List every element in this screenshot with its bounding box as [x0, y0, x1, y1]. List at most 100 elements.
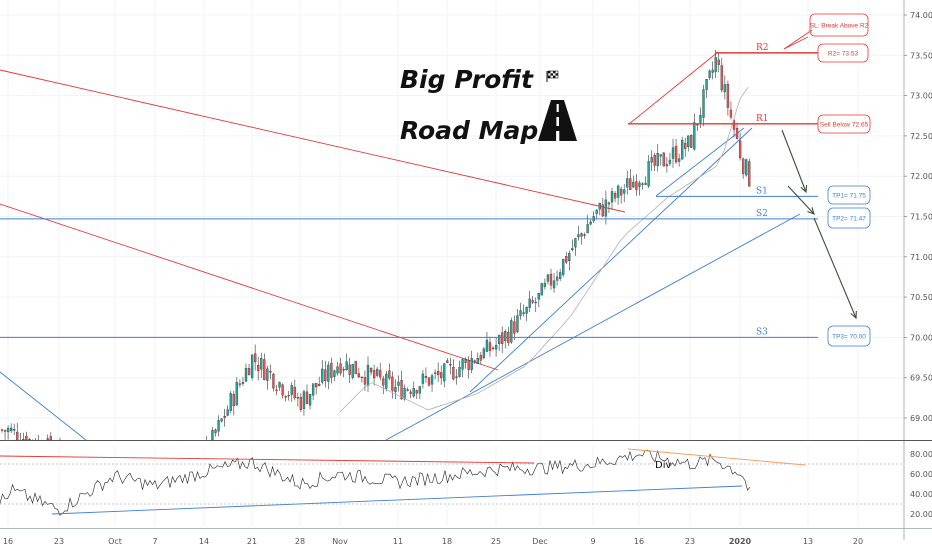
candle-body [229, 393, 232, 411]
candle-body [327, 364, 330, 382]
candle-body [644, 182, 647, 185]
candle-body [360, 376, 364, 379]
candle-body [696, 124, 699, 126]
candle-body [403, 388, 406, 400]
candle-body [546, 274, 550, 282]
osc-resistance-line [0, 455, 535, 464]
callout-box [827, 207, 871, 229]
candle-body [427, 377, 431, 386]
candle-body [714, 57, 717, 72]
candle-body [415, 390, 418, 394]
callout-text: TP2= 71.47 [832, 215, 866, 222]
candle-body [641, 183, 644, 185]
candle-body [324, 369, 327, 382]
candle-body [382, 378, 385, 386]
candle-body [684, 143, 687, 149]
candle-body [284, 396, 287, 398]
candle-body [232, 394, 235, 407]
candle-body [537, 292, 540, 300]
candle-body [253, 353, 257, 363]
candle-body [525, 307, 528, 314]
candle-body [336, 366, 339, 374]
candle-body [314, 383, 318, 388]
level-label-r2: R2 [756, 43, 769, 53]
price-tick-label: 70.000 [910, 333, 932, 342]
candle-body [464, 358, 467, 363]
candle-body [549, 273, 553, 286]
price-tick-label: 72.500 [910, 132, 932, 141]
candle-body [217, 420, 220, 432]
candle-body [13, 428, 16, 431]
candle-body [565, 256, 568, 263]
time-tick-label: Nov [332, 537, 348, 546]
candle-body [467, 360, 470, 370]
candle-body [491, 347, 495, 349]
candle-body [650, 157, 653, 163]
candle-body [604, 199, 608, 217]
candle-body [510, 320, 513, 343]
price-tick-label: 71.500 [910, 213, 932, 222]
time-tick-label: 23 [54, 537, 64, 546]
candle-body [318, 383, 321, 386]
candle-body [339, 363, 342, 374]
candle-body [409, 391, 412, 394]
candle-body [653, 155, 656, 166]
candle-body [440, 372, 443, 379]
channel-support-line [655, 127, 745, 197]
candle-body [473, 360, 476, 363]
candle-body [345, 361, 348, 371]
moving-average-line [339, 87, 749, 413]
price-tick-label: 73.000 [910, 92, 932, 101]
candle-body [211, 429, 214, 441]
candle-body [296, 397, 300, 399]
candle-body [412, 388, 415, 397]
callout-box [827, 325, 871, 347]
candle-body [504, 331, 507, 342]
candle-body [299, 397, 303, 410]
candle-body [623, 189, 626, 194]
time-tick-label: 21 [247, 537, 257, 546]
rising-wedge-line [628, 51, 719, 125]
candle-body [482, 348, 486, 359]
callout-text: TP1= 71.75 [832, 192, 866, 199]
candle-body [635, 181, 638, 190]
support-trendline-shallow [385, 213, 801, 441]
level-label-s3: S3 [756, 327, 768, 337]
candle-body [717, 59, 720, 65]
time-tick-label: 9 [590, 537, 595, 546]
forecast-arrow [813, 217, 857, 319]
forecast-arrow [787, 185, 815, 215]
candle-body [748, 161, 751, 187]
forecast-arrow-head [800, 184, 808, 194]
candle-body [674, 146, 678, 163]
price-tick-label: 69.500 [910, 374, 932, 383]
candle-body [656, 153, 659, 167]
candle-body [598, 202, 601, 210]
candle-body [400, 380, 403, 400]
candle-body [247, 368, 251, 376]
candle-body [391, 376, 394, 391]
divergence-label: Div [655, 460, 671, 471]
chart-subtitle: Road Map [400, 116, 538, 145]
candle-body [223, 415, 226, 418]
candle-body [293, 386, 296, 399]
candle-body [519, 310, 522, 316]
candle-body [583, 234, 586, 236]
candle-body [531, 300, 534, 303]
candle-body [449, 364, 452, 366]
callout-box [817, 43, 869, 63]
candle-body [732, 120, 736, 130]
candle-body [665, 164, 669, 167]
forecast-arrow [781, 129, 807, 193]
candle-body [745, 159, 748, 176]
time-tick-label: 7 [152, 537, 157, 546]
candle-body [629, 178, 632, 191]
candle-body [3, 430, 7, 432]
candle-body [607, 202, 611, 205]
candle-body [638, 182, 641, 187]
chart-title: Big Profit [400, 65, 534, 94]
candle-body [613, 193, 617, 199]
candle-body [443, 363, 446, 382]
time-tick-label: 28 [295, 537, 305, 546]
